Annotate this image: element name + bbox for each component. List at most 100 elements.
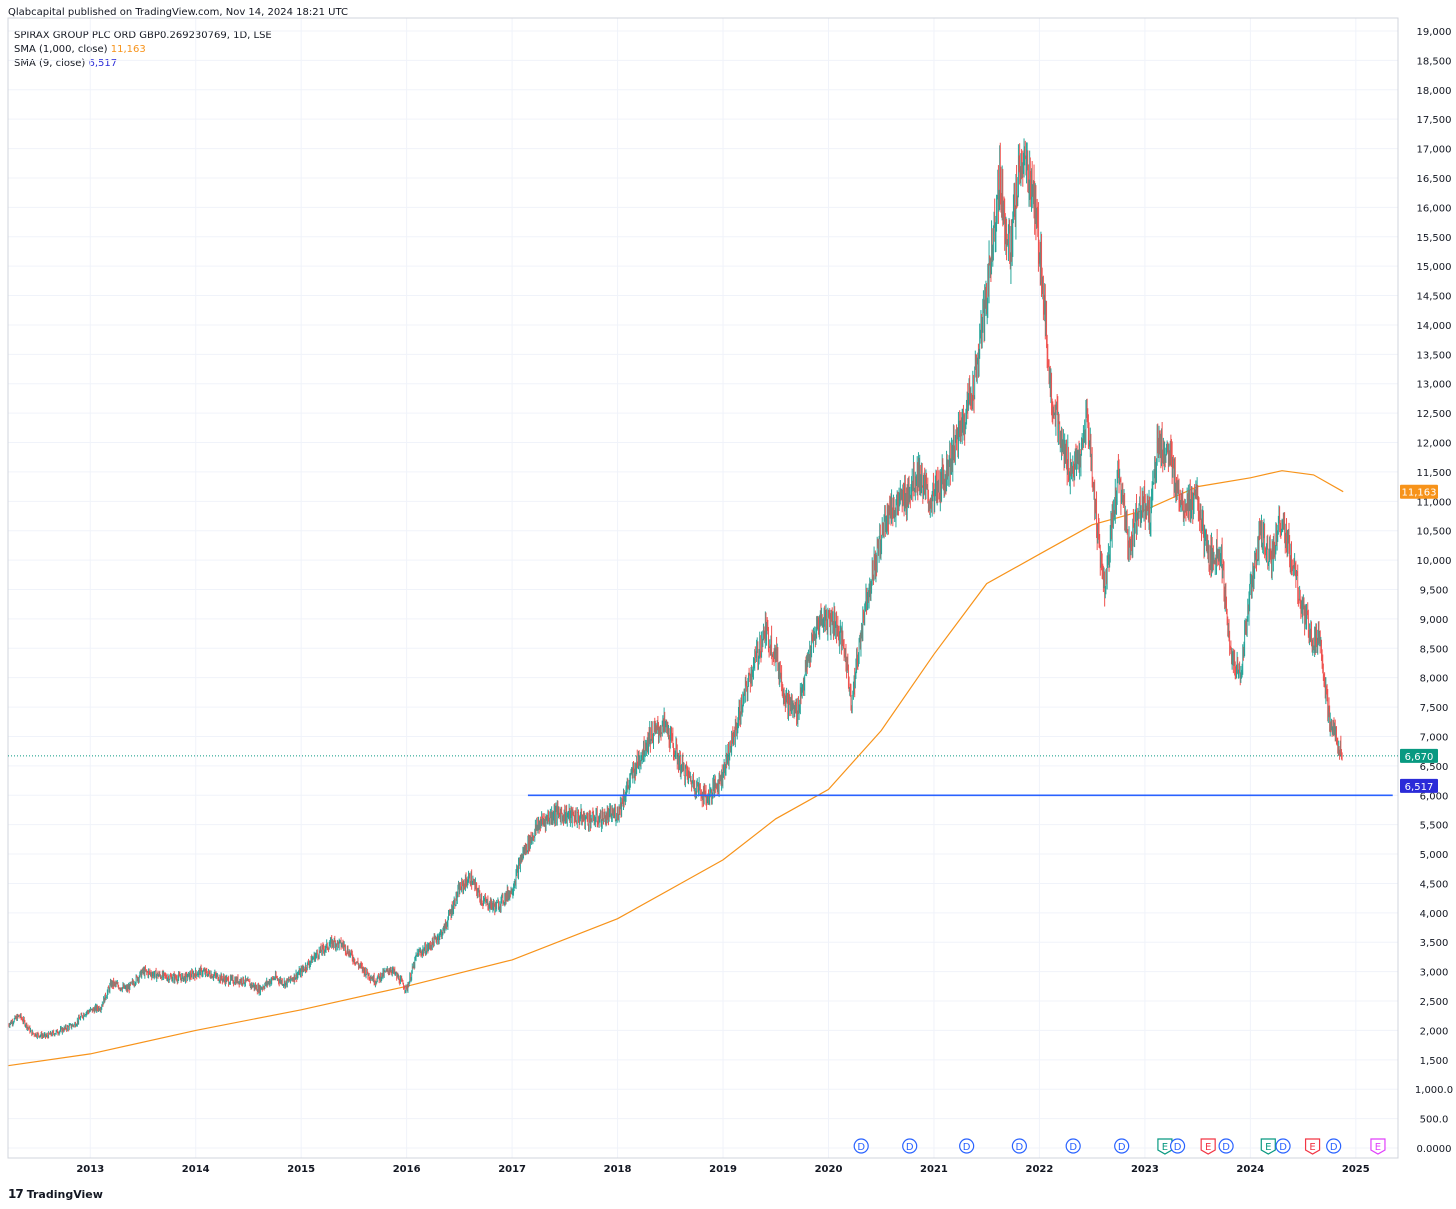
dividend-marker[interactable]: [1326, 1138, 1342, 1154]
y-tick-label: 16,500: [1417, 174, 1452, 185]
x-tick-label: 2015: [287, 1164, 315, 1175]
y-tick-label: 6,500: [1420, 762, 1449, 773]
legend-sma-1000[interactable]: SMA (1,000, close) 11,163: [14, 43, 272, 57]
dividend-marker[interactable]: [853, 1138, 869, 1154]
y-tick-label: 500.0: [1420, 1115, 1449, 1126]
earnings-marker[interactable]: [1304, 1138, 1321, 1155]
x-tick-label: 2013: [76, 1164, 104, 1175]
grid: [8, 18, 1398, 1158]
y-tick-label: 3,500: [1420, 938, 1449, 949]
x-tick-label: 2020: [815, 1164, 843, 1175]
y-tick-label: 6,000: [1420, 791, 1449, 802]
y-tick-label: 3,000: [1420, 968, 1449, 979]
y-tick-label: 11,500: [1417, 468, 1452, 479]
event-letter: D: [963, 1142, 971, 1153]
x-tick-label: 2014: [182, 1164, 210, 1175]
y-tick-label: 2,000: [1420, 1026, 1449, 1037]
x-tick-label: 2017: [498, 1164, 526, 1175]
y-tick-label: 14,500: [1417, 292, 1452, 303]
event-letter: D: [1279, 1142, 1287, 1153]
event-letter: D: [906, 1142, 914, 1153]
earnings-marker[interactable]: [1200, 1138, 1216, 1155]
sma-1000-layer: [7, 470, 1344, 1067]
dividend-marker[interactable]: [1114, 1138, 1130, 1154]
y-tick-label: 9,500: [1420, 586, 1449, 597]
earnings-marker[interactable]: [1370, 1138, 1386, 1155]
event-letter: E: [1265, 1142, 1271, 1153]
dividend-marker[interactable]: [1275, 1138, 1291, 1154]
earnings-marker[interactable]: [1260, 1138, 1276, 1155]
legend-sma-9[interactable]: SMA (9, close) 6,517: [14, 57, 272, 71]
y-tick-label: 17,500: [1417, 115, 1452, 126]
event-letter: E: [1205, 1142, 1211, 1153]
y-tick-label: 15,000: [1417, 262, 1452, 273]
legend-sma-9-label: SMA (9, close): [14, 58, 86, 69]
earnings-marker[interactable]: [1157, 1138, 1173, 1155]
dividend-marker[interactable]: [902, 1138, 918, 1154]
tradingview-logo-icon: 17: [8, 1187, 24, 1201]
publisher-caption: Qlabcapital published on TradingView.com…: [8, 7, 348, 18]
y-tick-label: 12,000: [1417, 439, 1452, 450]
legend-sma-9-value: 6,517: [88, 58, 118, 69]
y-tick-label: 5,500: [1420, 821, 1449, 832]
event-letter: E: [1309, 1142, 1315, 1153]
event-letter: D: [1069, 1142, 1077, 1153]
price-label-box: [1400, 778, 1438, 793]
y-tick-label: 15,500: [1417, 233, 1452, 244]
axes: 0.0000 500.0 1,000.0 1,500 2,000 2,500 3,000 3,…: [7, 17, 1453, 1175]
y-tick-label: 4,000: [1420, 909, 1449, 920]
y-tick-label: 1,000.0: [1415, 1085, 1453, 1096]
event-letter: E: [1162, 1142, 1168, 1153]
y-tick-label: 14,000: [1417, 321, 1452, 332]
y-tick-label: 19,000: [1417, 27, 1452, 38]
y-tick-label: 17,000: [1417, 145, 1452, 156]
x-tick-label: 2021: [920, 1164, 948, 1175]
dividend-marker[interactable]: [1011, 1138, 1027, 1154]
dividend-marker[interactable]: [1218, 1138, 1234, 1154]
dividend-marker[interactable]: [959, 1138, 975, 1154]
y-tick-label: 7,000: [1420, 732, 1449, 743]
dividend-marker[interactable]: [1169, 1138, 1186, 1154]
price-label-box: [1400, 748, 1438, 763]
legend-symbol[interactable]: SPIRAX GROUP PLC ORD GBP0.269230769, 1D,…: [14, 30, 272, 41]
y-tick-label: 8,000: [1420, 674, 1449, 685]
y-tick-label: 5,000: [1420, 850, 1449, 861]
y-tick-label: 11,000: [1417, 497, 1452, 508]
event-letter: E: [1375, 1142, 1381, 1153]
price-label: 6,670: [1405, 752, 1434, 763]
event-letter: D: [857, 1142, 865, 1153]
legend-sma-1000-value: 11,163: [110, 44, 146, 55]
event-letter: D: [1016, 1142, 1024, 1153]
x-tick-label: 2019: [709, 1164, 737, 1175]
event-letter: D: [1118, 1142, 1126, 1153]
tradingview-brand: TradingView: [26, 1187, 103, 1201]
y-tick-label: 12,500: [1417, 409, 1452, 420]
event-letter: D: [1174, 1142, 1182, 1153]
x-tick-label: 2025: [1342, 1164, 1370, 1175]
y-tick-label: 1,500: [1420, 1056, 1449, 1067]
price-bars-layer: [7, 138, 1343, 1040]
y-tick-label: 0.0000: [1417, 1144, 1452, 1155]
y-tick-label: 4,500: [1420, 879, 1449, 890]
y-tick-label: 7,500: [1420, 703, 1449, 714]
plot-frame: [7, 17, 1399, 1159]
x-tick-label: 2022: [1026, 1164, 1054, 1175]
x-tick-label: 2023: [1131, 1164, 1159, 1175]
price-label-box: [1400, 484, 1438, 499]
event-letter: D: [1330, 1142, 1338, 1153]
x-tick-label: 2024: [1236, 1164, 1264, 1175]
y-tick-label: 8,500: [1420, 644, 1449, 655]
dividend-marker[interactable]: [1065, 1138, 1081, 1154]
sma-1000-line: [7, 470, 1344, 1067]
y-tick-label: 9,000: [1420, 615, 1449, 626]
y-tick-label: 16,000: [1417, 203, 1452, 214]
y-tick-label: 18,000: [1417, 86, 1452, 97]
y-tick-label: 13,000: [1417, 380, 1452, 391]
y-tick-label: 13,500: [1417, 350, 1452, 361]
tradingview-footer[interactable]: 17 TradingView: [8, 1187, 103, 1201]
legend-sma-1000-label: SMA (1,000, close): [14, 44, 108, 55]
x-tick-label: 2016: [393, 1164, 421, 1175]
y-tick-label: 2,500: [1420, 997, 1449, 1008]
